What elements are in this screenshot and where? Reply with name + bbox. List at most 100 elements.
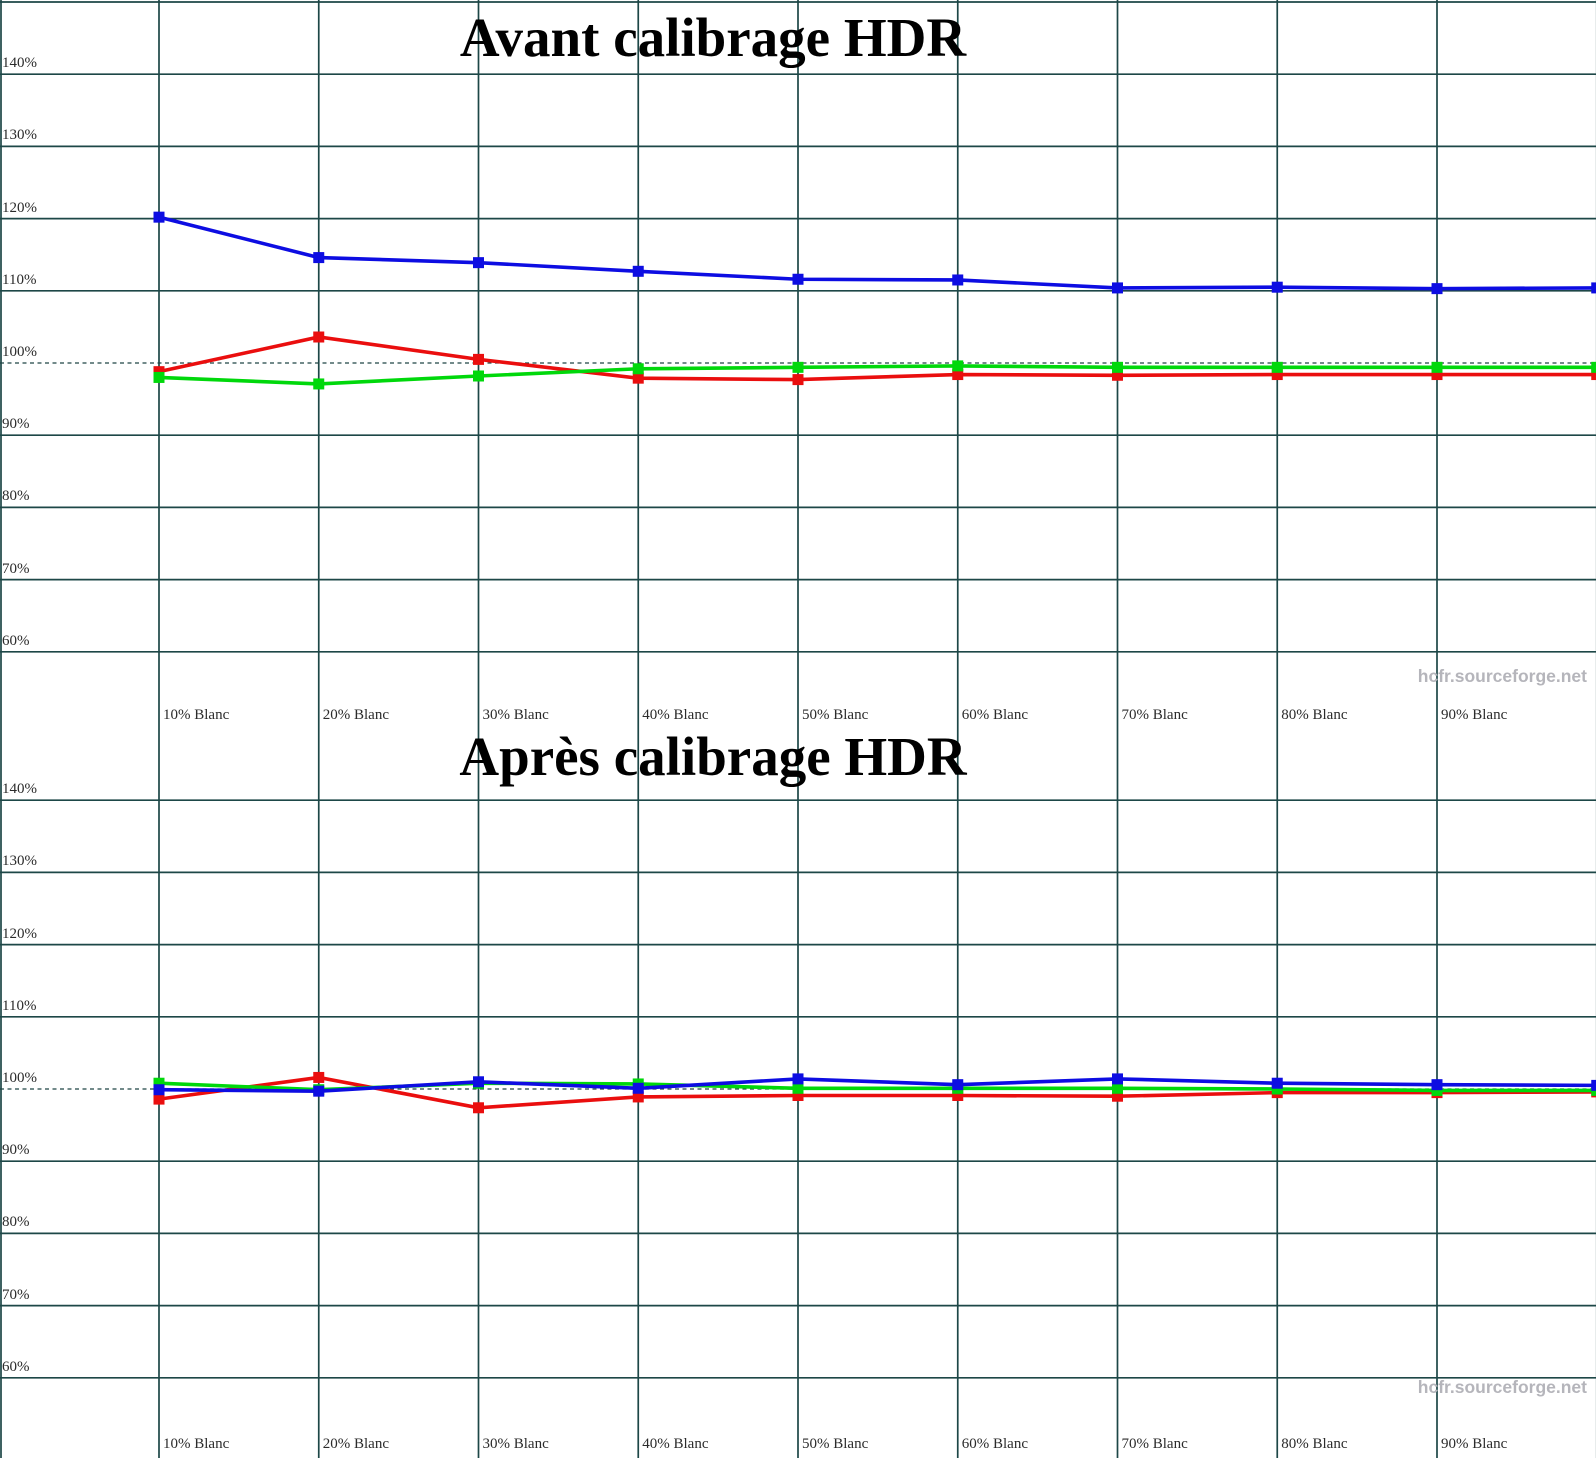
red-series-marker bbox=[632, 1091, 644, 1103]
x-axis-tick-label: 70% Blanc bbox=[1121, 1436, 1188, 1452]
red-series-marker bbox=[1271, 369, 1283, 381]
chart-title: Avant calibrage HDR bbox=[459, 7, 967, 68]
y-axis-tick-label: 80% bbox=[2, 1214, 30, 1231]
x-axis-tick-label: 30% Blanc bbox=[482, 1436, 549, 1452]
chart-title: Après calibrage HDR bbox=[459, 729, 967, 787]
y-axis-tick-label: 100% bbox=[2, 344, 37, 360]
red-series-marker bbox=[473, 1102, 484, 1114]
x-axis-tick-label: 80% Blanc bbox=[1281, 707, 1348, 723]
green-series-marker bbox=[153, 1077, 165, 1089]
red-series-marker bbox=[153, 366, 165, 378]
hcfr-watermark: hcfr.sourceforge.net bbox=[1417, 666, 1587, 686]
green-series-marker bbox=[473, 370, 484, 382]
blue-series-marker bbox=[473, 1076, 484, 1088]
green-series-marker bbox=[632, 363, 644, 375]
red-series-marker bbox=[1112, 1090, 1123, 1102]
y-axis-tick-label: 60% bbox=[2, 1358, 30, 1375]
x-axis-tick-label: 10% Blanc bbox=[163, 707, 230, 723]
y-axis-tick-label: 100% bbox=[2, 1070, 37, 1086]
red-series-marker bbox=[632, 372, 644, 384]
y-axis-tick-label: 60% bbox=[2, 632, 30, 649]
x-axis-tick-label: 20% Blanc bbox=[322, 1436, 389, 1452]
blue-series-marker bbox=[1431, 1079, 1443, 1091]
blue-series-line bbox=[158, 1077, 1596, 1093]
green-series-marker bbox=[1431, 361, 1443, 373]
green-series-marker bbox=[952, 360, 964, 372]
blue-series-marker bbox=[952, 274, 964, 286]
blue-series-marker bbox=[1431, 283, 1443, 295]
blue-series-marker bbox=[1271, 281, 1283, 293]
red-series-marker bbox=[1591, 369, 1596, 381]
green-series-marker bbox=[1591, 361, 1596, 373]
red-series-marker bbox=[313, 1071, 325, 1083]
x-axis-tick-label: 90% Blanc bbox=[1441, 1436, 1508, 1452]
green-series-line bbox=[158, 364, 1596, 386]
y-axis-tick-label: 130% bbox=[2, 127, 37, 144]
x-axis-tick-label: 70% Blanc bbox=[1121, 707, 1188, 723]
blue-series-marker bbox=[632, 1082, 644, 1094]
blue-series-marker bbox=[1591, 1079, 1596, 1091]
y-axis-tick-label: 90% bbox=[2, 1142, 30, 1159]
x-axis-tick-label: 10% Blanc bbox=[163, 1436, 230, 1452]
green-series-marker bbox=[153, 371, 165, 383]
blue-series-marker bbox=[1112, 1073, 1123, 1085]
x-axis-tick-label: 50% Blanc bbox=[802, 707, 869, 723]
y-axis-tick-label: 70% bbox=[2, 1286, 30, 1303]
y-axis-tick-label: 90% bbox=[2, 416, 30, 433]
rgb-levels-plot-before bbox=[0, 0, 1596, 729]
x-axis-tick-label: 40% Blanc bbox=[642, 1436, 709, 1452]
blue-series-marker bbox=[473, 257, 484, 269]
red-series-marker bbox=[153, 1093, 165, 1105]
red-series-line bbox=[158, 335, 1596, 382]
green-series-marker bbox=[792, 361, 804, 373]
y-axis-tick-label: 70% bbox=[2, 560, 30, 577]
blue-series-marker bbox=[313, 1085, 325, 1097]
red-series-marker bbox=[792, 374, 804, 386]
blue-series-marker bbox=[632, 265, 644, 277]
y-axis-tick-label: 110% bbox=[2, 271, 37, 288]
green-series-marker bbox=[1271, 1083, 1283, 1095]
blue-series-marker bbox=[792, 273, 804, 285]
red-series-line bbox=[158, 1075, 1596, 1110]
rgb-levels-plot-after bbox=[0, 729, 1596, 1458]
green-series-marker bbox=[792, 1082, 804, 1094]
y-axis-tick-label: 120% bbox=[2, 925, 37, 942]
blue-series-marker bbox=[1271, 1077, 1283, 1089]
red-series-marker bbox=[952, 369, 964, 381]
y-axis-tick-label: 140% bbox=[2, 781, 37, 798]
red-series-marker bbox=[792, 1089, 804, 1101]
hcfr-watermark: hcfr.sourceforge.net bbox=[1417, 1377, 1587, 1397]
green-series-marker bbox=[1112, 1082, 1123, 1094]
y-axis-tick-label: 130% bbox=[2, 853, 37, 870]
red-series-marker bbox=[473, 353, 484, 365]
x-axis-tick-label: 50% Blanc bbox=[802, 1436, 869, 1452]
x-axis-tick-label: 80% Blanc bbox=[1281, 1436, 1348, 1452]
green-series-marker bbox=[1431, 1084, 1443, 1096]
blue-series-marker bbox=[153, 1084, 165, 1096]
chart-apres-calibrage-hdr: Après calibrage HDR hcfr.sourceforge.net… bbox=[0, 729, 1596, 1458]
y-axis-tick-label: 140% bbox=[2, 55, 37, 72]
chart-avant-calibrage-hdr: Avant calibrage HDR hcfr.sourceforge.net… bbox=[0, 0, 1596, 729]
x-axis-tick-label: 60% Blanc bbox=[961, 1436, 1028, 1452]
green-series-marker bbox=[1112, 361, 1123, 373]
blue-series-marker bbox=[792, 1073, 804, 1085]
red-series-marker bbox=[1112, 369, 1123, 381]
y-axis-tick-label: 120% bbox=[2, 199, 37, 216]
y-axis-tick-label: 110% bbox=[2, 997, 37, 1014]
x-axis-tick-label: 30% Blanc bbox=[482, 707, 549, 723]
x-axis-tick-label: 40% Blanc bbox=[642, 707, 709, 723]
red-series-marker bbox=[1431, 369, 1443, 381]
blue-series-marker bbox=[313, 252, 325, 264]
x-axis-tick-label: 60% Blanc bbox=[961, 707, 1028, 723]
green-series-marker bbox=[1271, 361, 1283, 373]
y-axis-tick-label: 80% bbox=[2, 488, 30, 505]
green-series-marker bbox=[313, 378, 325, 390]
x-axis-tick-label: 90% Blanc bbox=[1441, 707, 1508, 723]
red-series-marker bbox=[952, 1089, 964, 1101]
blue-series-marker bbox=[1112, 282, 1123, 294]
x-axis-tick-label: 20% Blanc bbox=[322, 707, 389, 723]
blue-series-marker bbox=[153, 211, 165, 223]
blue-series-line bbox=[158, 215, 1596, 291]
blue-series-marker bbox=[1591, 282, 1596, 294]
